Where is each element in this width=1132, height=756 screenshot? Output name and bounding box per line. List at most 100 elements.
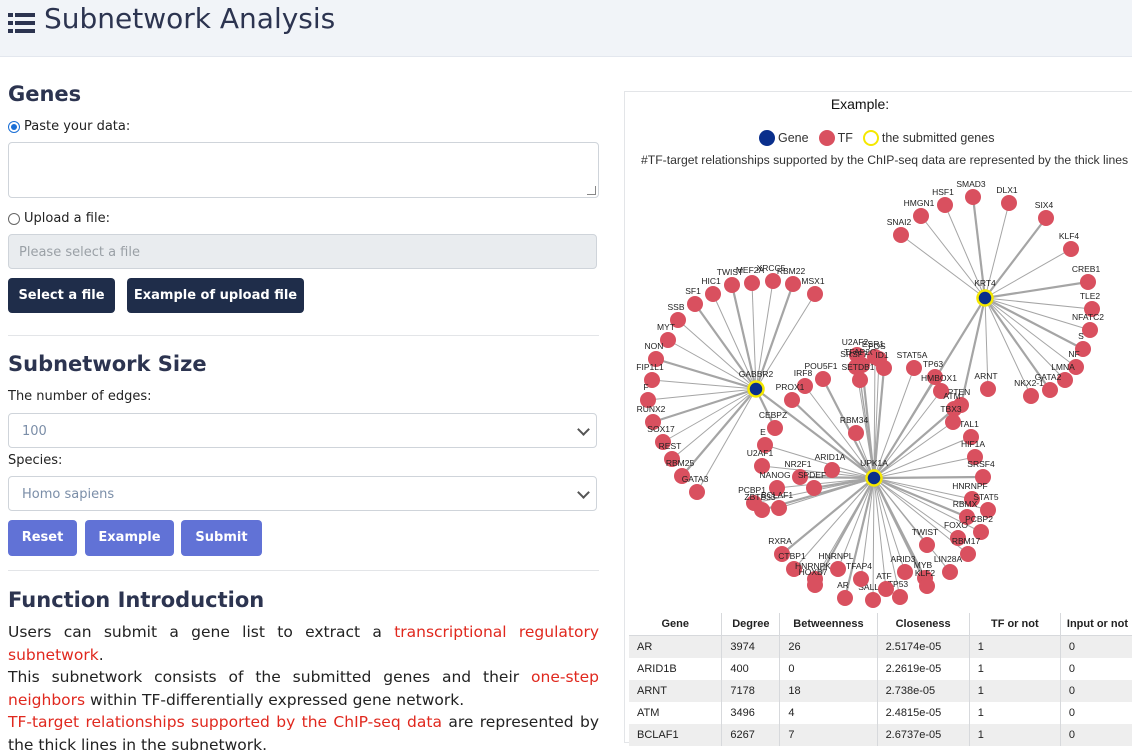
tf-node[interactable] bbox=[640, 392, 656, 408]
tf-node[interactable] bbox=[757, 437, 773, 453]
gene-node[interactable] bbox=[865, 469, 883, 487]
upload-radio[interactable] bbox=[8, 212, 20, 225]
example-upload-button[interactable]: Example of upload file bbox=[127, 278, 304, 313]
select-file-button[interactable]: Select a file bbox=[8, 278, 115, 313]
submit-button[interactable]: Submit bbox=[181, 520, 262, 556]
tf-node[interactable] bbox=[1057, 372, 1073, 388]
tf-node[interactable] bbox=[893, 227, 909, 243]
tf-node[interactable] bbox=[807, 286, 823, 302]
tf-node[interactable] bbox=[963, 429, 979, 445]
tf-node[interactable] bbox=[765, 273, 781, 289]
tf-node[interactable] bbox=[933, 383, 949, 399]
tf-node[interactable] bbox=[942, 564, 958, 580]
tf-node[interactable] bbox=[852, 372, 868, 388]
network-graph[interactable]: TWISTMEF2AXRCC5RBM22MSX1HIC1SF1SSBMYTNON… bbox=[625, 92, 1132, 612]
tf-node[interactable] bbox=[965, 189, 981, 205]
paste-radio[interactable] bbox=[8, 120, 20, 133]
tf-node[interactable] bbox=[797, 378, 813, 394]
tf-node[interactable] bbox=[967, 449, 983, 465]
tf-node[interactable] bbox=[848, 359, 864, 375]
tf-node[interactable] bbox=[660, 332, 676, 348]
tf-node[interactable] bbox=[1023, 388, 1039, 404]
tf-node[interactable] bbox=[959, 509, 975, 525]
tf-node[interactable] bbox=[774, 546, 790, 562]
tf-node[interactable] bbox=[815, 371, 831, 387]
tf-node[interactable] bbox=[807, 577, 823, 593]
tf-node[interactable] bbox=[784, 392, 800, 408]
edges-select[interactable]: 100 bbox=[8, 413, 597, 448]
gene-textarea[interactable] bbox=[8, 142, 599, 198]
tf-node[interactable] bbox=[689, 484, 705, 500]
tf-node[interactable] bbox=[771, 500, 787, 516]
tf-node[interactable] bbox=[878, 581, 894, 597]
tf-node[interactable] bbox=[674, 468, 690, 484]
tf-node[interactable] bbox=[927, 369, 943, 385]
upload-option[interactable]: Upload a file: bbox=[8, 211, 110, 226]
tf-node[interactable] bbox=[937, 197, 953, 213]
tf-node[interactable] bbox=[876, 360, 892, 376]
tf-node[interactable] bbox=[705, 286, 721, 302]
example-button[interactable]: Example bbox=[85, 520, 174, 556]
tf-node[interactable] bbox=[919, 578, 935, 594]
tf-node[interactable] bbox=[767, 420, 783, 436]
tf-node[interactable] bbox=[648, 351, 664, 367]
tf-node[interactable] bbox=[913, 208, 929, 224]
tf-node[interactable] bbox=[1082, 322, 1098, 338]
tf-node[interactable] bbox=[1042, 382, 1058, 398]
tf-node[interactable] bbox=[1001, 195, 1017, 211]
tf-node[interactable] bbox=[664, 451, 680, 467]
tf-node[interactable] bbox=[919, 537, 935, 553]
tf-node[interactable] bbox=[754, 502, 770, 518]
tf-node[interactable] bbox=[792, 469, 808, 485]
tf-node[interactable] bbox=[837, 590, 853, 606]
tf-node[interactable] bbox=[946, 401, 962, 417]
tf-node[interactable] bbox=[945, 414, 961, 430]
file-input[interactable]: Please select a file bbox=[8, 234, 597, 269]
tf-node[interactable] bbox=[906, 360, 922, 376]
tf-node[interactable] bbox=[644, 372, 660, 388]
tf-node[interactable] bbox=[1063, 241, 1079, 257]
table-header-cell[interactable]: Degree bbox=[721, 613, 781, 636]
tf-node[interactable] bbox=[786, 561, 802, 577]
tf-node[interactable] bbox=[645, 414, 661, 430]
table-header-cell[interactable]: Gene bbox=[629, 613, 723, 636]
table-header-cell[interactable]: TF or not bbox=[969, 613, 1061, 636]
tf-node[interactable] bbox=[848, 425, 864, 441]
tf-node[interactable] bbox=[785, 276, 801, 292]
tf-node[interactable] bbox=[980, 502, 996, 518]
table-header-cell[interactable]: Closeness bbox=[877, 613, 970, 636]
gene-node[interactable] bbox=[747, 380, 765, 398]
tf-node[interactable] bbox=[744, 275, 760, 291]
species-select[interactable]: Homo sapiens bbox=[8, 476, 597, 511]
tf-node[interactable] bbox=[806, 480, 822, 496]
table-header-cell[interactable]: Input or not bbox=[1060, 613, 1132, 636]
reset-button[interactable]: Reset bbox=[8, 520, 77, 556]
tf-node[interactable] bbox=[687, 296, 703, 312]
resize-grip-icon[interactable] bbox=[587, 186, 596, 195]
tf-node[interactable] bbox=[973, 524, 989, 540]
tf-node[interactable] bbox=[830, 561, 846, 577]
tf-node[interactable] bbox=[1068, 359, 1084, 375]
tf-node[interactable] bbox=[769, 480, 785, 496]
tf-node[interactable] bbox=[655, 434, 671, 450]
tf-node[interactable] bbox=[670, 312, 686, 328]
tf-node[interactable] bbox=[1080, 274, 1096, 290]
tf-node[interactable] bbox=[1084, 301, 1100, 317]
gene-node[interactable] bbox=[976, 289, 994, 307]
tf-node[interactable] bbox=[897, 564, 913, 580]
tf-node[interactable] bbox=[865, 592, 881, 608]
tf-node[interactable] bbox=[724, 277, 740, 293]
tf-node[interactable] bbox=[950, 530, 966, 546]
tf-node[interactable] bbox=[892, 589, 908, 605]
tf-node[interactable] bbox=[824, 462, 840, 478]
tf-node[interactable] bbox=[980, 381, 996, 397]
tf-node[interactable] bbox=[964, 491, 980, 507]
tf-node[interactable] bbox=[853, 571, 869, 587]
tf-node[interactable] bbox=[1038, 210, 1054, 226]
tf-node[interactable] bbox=[754, 458, 770, 474]
tf-node[interactable] bbox=[960, 546, 976, 562]
tf-node[interactable] bbox=[1075, 341, 1091, 357]
tf-node[interactable] bbox=[975, 469, 991, 485]
paste-option[interactable]: Paste your data: bbox=[8, 119, 130, 134]
table-header-cell[interactable]: Betweenness bbox=[779, 613, 878, 636]
